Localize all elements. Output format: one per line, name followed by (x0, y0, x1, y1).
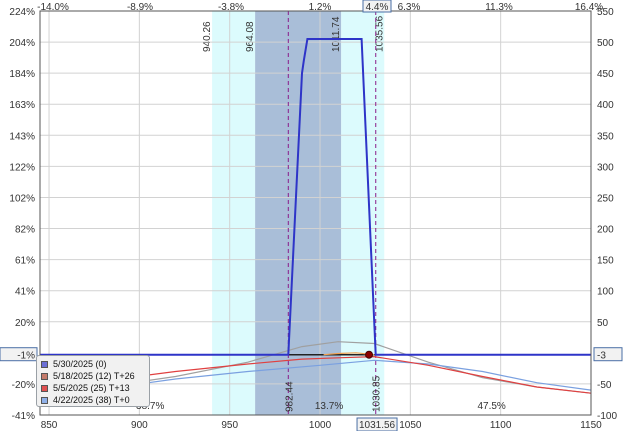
band-boundary-label: 1035.56 (374, 15, 385, 52)
band-boundary-label: 964.08 (245, 21, 256, 52)
left-axis-label: -41% (12, 411, 35, 422)
probability-label: 38.7% (136, 401, 164, 412)
right-axis-label: 150 (597, 256, 614, 267)
bottom-axis-label: 1000 (309, 420, 332, 431)
legend-swatch (41, 396, 48, 404)
right-axis-label: 350 (597, 131, 614, 142)
right-axis-label: 100 (597, 287, 614, 298)
legend-item[interactable]: 5/5/2025 (25) T+13 (41, 382, 149, 394)
band-boundary-label: 940.26 (202, 21, 213, 52)
right-axis-label: 500 (597, 38, 614, 49)
series-line-2 (39, 355, 592, 394)
left-axis-label: 204% (9, 38, 35, 49)
left-axis-label: 82% (15, 225, 35, 236)
legend-label: 5/5/2025 (25) T+13 (53, 383, 130, 393)
price-range-bands: 940.26 964.08 1011.74 1035.56 (202, 11, 385, 415)
left-axis-label: 143% (9, 131, 35, 142)
top-axis-label: -8.9% (127, 2, 153, 13)
series-line-4 (39, 341, 592, 397)
probability-label: 47.5% (477, 401, 505, 412)
left-axis-label: 20% (15, 318, 35, 329)
current-price-dot (365, 350, 374, 359)
legend-swatch (41, 372, 48, 380)
series-line-0 (40, 38, 591, 356)
right-axis-label: 550 (597, 7, 614, 18)
right-axis-label: -3 (597, 351, 606, 362)
right-axis-label: -50 (597, 380, 612, 391)
bottom-axis-label: 950 (221, 420, 238, 431)
left-axis-label: 102% (9, 193, 35, 204)
zero-box-left (0, 347, 38, 362)
bottom-axis-label: 900 (131, 420, 148, 431)
top-axis-label: 1.2% (309, 2, 332, 13)
top-axis-label: -3.8% (218, 2, 244, 13)
series-legend[interactable]: 5/30/2025 (0) 5/18/2025 (12) T+26 5/5/2025… (36, 355, 150, 407)
left-axis-label: 61% (15, 256, 35, 267)
zero-box-right (593, 347, 623, 362)
legend-item[interactable]: 5/30/2025 (0) (41, 358, 149, 370)
current-pct-box (362, 0, 392, 13)
left-axis-label: 224% (9, 7, 35, 18)
breakeven-label: 1030.85 (372, 375, 383, 412)
right-axis-label: 250 (597, 193, 614, 204)
legend-item[interactable]: 4/22/2025 (38) T+0 (41, 394, 149, 406)
plot-frame (39, 10, 592, 416)
legend-label: 4/22/2025 (38) T+0 (53, 395, 130, 405)
right-axis-label: -100 (597, 411, 617, 422)
legend-label: 5/30/2025 (0) (53, 359, 107, 369)
bottom-axis-label: 1150 (580, 420, 602, 431)
right-axis-label: 200 (597, 225, 614, 236)
top-axis-label: 6.3% (398, 2, 421, 13)
legend-label: 5/18/2025 (12) T+26 (53, 371, 135, 381)
left-axis-label: 163% (9, 100, 35, 111)
left-axis-label: -20% (12, 380, 35, 391)
left-axis-label: 184% (9, 69, 35, 80)
left-axis-label: 41% (15, 287, 35, 298)
top-axis-label: 11.3% (485, 2, 513, 13)
top-axis-label: -14.0% (37, 2, 69, 13)
top-axis-label: 16.4% (575, 2, 603, 13)
bottom-axis-label: 1100 (490, 420, 512, 431)
right-axis-label: 50 (597, 318, 609, 329)
breakeven-label: 982.44 (284, 381, 295, 412)
band-boundary-label: 1011.74 (331, 16, 342, 52)
range-band (212, 11, 256, 415)
right-axis-label: 400 (597, 100, 614, 111)
plot-border (39, 10, 592, 416)
legend-swatch (41, 360, 48, 368)
legend-swatch (41, 384, 48, 392)
right-axis-label: 300 (597, 162, 614, 173)
current-price-label: 1031.56 (359, 420, 396, 431)
bottom-axis-label: 1050 (399, 420, 422, 431)
probability-label: 13.7% (315, 401, 343, 412)
top-axis-label: 4.4% (366, 2, 389, 13)
legend-item[interactable]: 5/18/2025 (12) T+26 (41, 370, 149, 382)
left-axis-label: -1% (17, 351, 35, 362)
bottom-axis-label: 850 (41, 420, 58, 431)
left-axis-label: 122% (9, 162, 35, 173)
right-axis-label: 450 (597, 69, 614, 80)
current-price-box (356, 417, 398, 431)
